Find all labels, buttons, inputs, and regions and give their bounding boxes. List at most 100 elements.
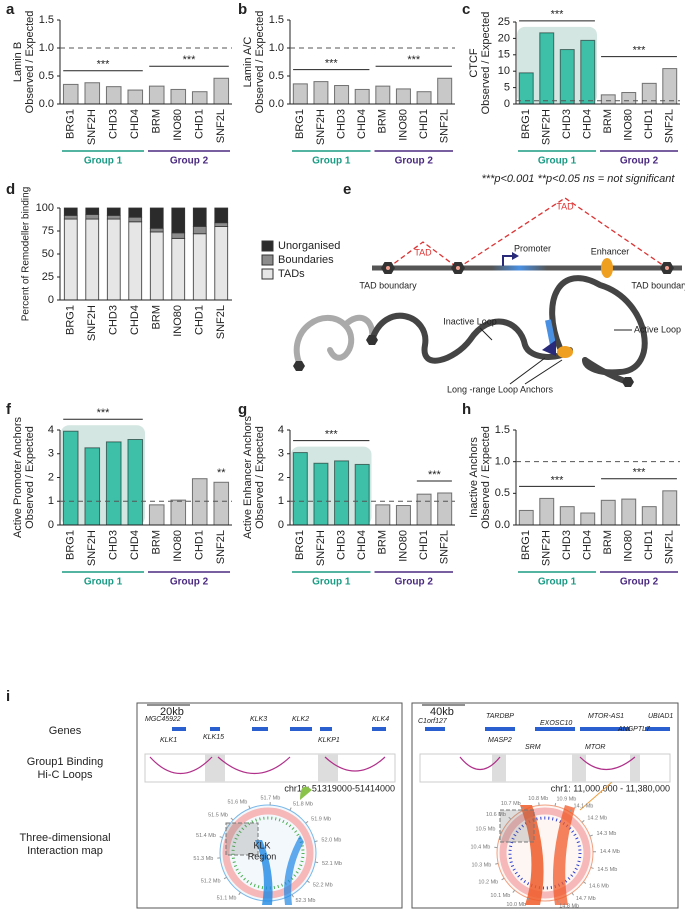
- bar: [170, 499, 187, 526]
- bar-segment: [85, 207, 100, 215]
- x-tick-label: CHD1: [643, 530, 655, 560]
- group-label: Group 1: [84, 577, 123, 588]
- mb-label: 51.8 Mb: [293, 801, 313, 807]
- x-tick-label: CHD4: [356, 530, 368, 560]
- boundary-dot: [456, 266, 460, 270]
- y-tick-label: 0.5: [39, 70, 54, 82]
- legend-label: TADs: [278, 268, 305, 280]
- y-axis-label: Observed / Expected: [24, 426, 36, 529]
- region-label: Region: [248, 851, 277, 861]
- gene-name: ANGPTL7: [617, 726, 651, 733]
- legend-swatch: [261, 254, 274, 266]
- significance: ***: [407, 54, 421, 66]
- group-label: Group 2: [170, 156, 209, 167]
- x-tick-label: CHD3: [561, 530, 573, 560]
- x-tick-label: CHD1: [418, 530, 430, 560]
- bar: [84, 82, 101, 105]
- mb-label: 14.3 Mb: [596, 831, 616, 837]
- y-axis-label: Observed / Expected: [480, 12, 492, 115]
- mb-label: 14.5 Mb: [597, 867, 617, 873]
- x-tick-label: SNF2H: [86, 305, 98, 341]
- significance: ***: [551, 474, 565, 486]
- bar: [437, 492, 453, 526]
- boundary-label: TAD boundary: [359, 280, 417, 290]
- mb-tick: [291, 894, 294, 898]
- bar-segment: [149, 231, 164, 301]
- ring: [231, 816, 305, 890]
- anchor-enhancer: [557, 346, 573, 358]
- bar: [170, 88, 187, 105]
- y-tick-label: 4: [48, 424, 54, 436]
- region-box: [499, 809, 535, 843]
- mb-tick: [306, 880, 310, 883]
- bar-segment: [85, 218, 100, 301]
- bar: [148, 85, 165, 105]
- boundary: [293, 361, 305, 371]
- mb-tick: [498, 830, 502, 833]
- highlight: [205, 754, 225, 782]
- promoter-region: [492, 265, 547, 271]
- x-tick-label: CHD1: [643, 109, 655, 139]
- highlight: [630, 754, 640, 782]
- bar-segment: [149, 207, 164, 229]
- circos-right: [496, 781, 613, 905]
- x-tick-label: CHD1: [194, 109, 206, 139]
- x-tick-label: CHD1: [418, 109, 430, 139]
- y-axis-label: Observed / Expected: [254, 426, 266, 529]
- x-tick-label: SNF2H: [541, 530, 553, 566]
- x-tick-label: SNF2H: [86, 530, 98, 566]
- mb-tick: [556, 899, 559, 903]
- y-tick-label: 0.0: [39, 98, 54, 110]
- mb-label: 52.0 Mb: [321, 837, 341, 843]
- x-tick-label: CHD1: [194, 305, 206, 335]
- bar: [600, 94, 616, 105]
- significance: ***: [183, 54, 197, 66]
- ribbon: [284, 835, 304, 905]
- x-tick-label: BRM: [151, 109, 163, 133]
- bar-segment: [214, 225, 229, 301]
- bar-segment: [149, 227, 164, 233]
- anchor-promoter: [542, 340, 556, 356]
- gene: [372, 727, 386, 731]
- bar-segment: [128, 216, 143, 223]
- gene-name: KLK3: [250, 716, 267, 723]
- mb-label: 51.9 Mb: [311, 816, 331, 822]
- panel-letter: f: [6, 401, 12, 418]
- gene: [425, 727, 445, 731]
- panel-letter: h: [462, 401, 471, 418]
- x-tick-label: INO80: [397, 109, 409, 141]
- mb-tick: [554, 803, 557, 807]
- bar: [191, 91, 208, 105]
- y-tick-label: 1: [278, 495, 284, 507]
- tad-label: TAD: [556, 201, 574, 211]
- highlight: [572, 754, 586, 782]
- boundary-dot: [386, 266, 390, 270]
- mb-tick: [569, 809, 572, 813]
- ribbon: [255, 840, 273, 905]
- x-tick-label: SNF2L: [215, 530, 227, 564]
- scale-label: 20kb: [160, 706, 184, 718]
- panel-letter: e: [343, 181, 351, 198]
- y-tick-label: 3: [278, 448, 284, 460]
- row-label: Genes: [49, 725, 82, 737]
- y-axis-label: Percent of Remodeller binding: [21, 187, 32, 322]
- mb-label: 52.2 Mb: [313, 882, 333, 888]
- bar-segment: [128, 221, 143, 301]
- y-tick-label: 50: [42, 248, 54, 260]
- y-tick-label: 0.5: [495, 487, 510, 499]
- x-tick-label: BRM: [602, 530, 614, 554]
- y-tick-label: 15: [498, 49, 510, 61]
- bar: [395, 505, 411, 526]
- active-loop-label: Active Loop: [634, 324, 681, 334]
- y-tick-label: 0.0: [495, 519, 510, 531]
- group-shade: [61, 425, 145, 525]
- bar-segment: [171, 237, 186, 301]
- y-tick-label: 10: [498, 65, 510, 77]
- bar-segment: [214, 222, 229, 227]
- mb-tick: [512, 889, 516, 893]
- track-frame: [419, 753, 671, 783]
- boundary: [622, 377, 634, 387]
- gene-name: KLK1: [160, 737, 177, 744]
- panel-letter: i: [6, 688, 10, 705]
- mb-label: 10.4 Mb: [470, 844, 490, 850]
